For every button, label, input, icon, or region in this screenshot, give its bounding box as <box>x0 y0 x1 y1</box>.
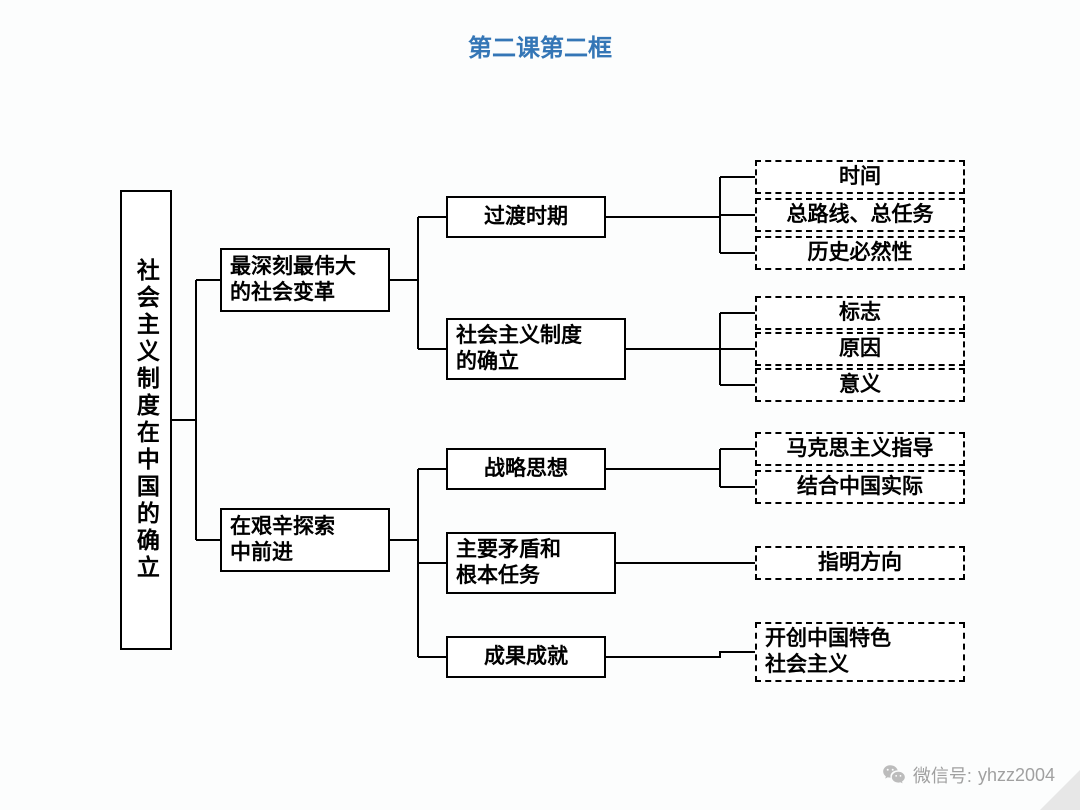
node-l3a2: 社会主义制度 的确立 <box>446 318 626 380</box>
tree-diagram: 社会主义制度在中国的确立 最深刻最伟大 的社会变革 在艰辛探索 中前进 过渡时期… <box>0 0 1080 810</box>
leaf-a1-3: 历史必然性 <box>755 236 965 270</box>
leaf-b1-1: 马克思主义指导 <box>755 432 965 466</box>
node-l3b1: 战略思想 <box>446 448 606 490</box>
leaf-a1-2: 总路线、总任务 <box>755 198 965 232</box>
node-l2b: 在艰辛探索 中前进 <box>220 508 390 572</box>
node-l3a1: 过渡时期 <box>446 196 606 238</box>
node-l3b3: 成果成就 <box>446 636 606 678</box>
leaf-a2-1: 标志 <box>755 296 965 330</box>
root-node: 社会主义制度在中国的确立 <box>120 190 172 650</box>
leaf-a1-1: 时间 <box>755 160 965 194</box>
watermark-label: 微信号: <box>913 762 972 788</box>
leaf-a2-3: 意义 <box>755 368 965 402</box>
page-curl <box>1040 770 1080 810</box>
node-l2a: 最深刻最伟大 的社会变革 <box>220 248 390 312</box>
watermark: 微信号: yhzz2004 <box>881 762 1055 788</box>
leaf-b3-1: 开创中国特色 社会主义 <box>755 622 965 682</box>
leaf-a2-2: 原因 <box>755 332 965 366</box>
wechat-icon <box>881 762 907 788</box>
leaf-b2-1: 指明方向 <box>755 546 965 580</box>
leaf-b1-2: 结合中国实际 <box>755 470 965 504</box>
node-l3b2: 主要矛盾和 根本任务 <box>446 532 616 594</box>
